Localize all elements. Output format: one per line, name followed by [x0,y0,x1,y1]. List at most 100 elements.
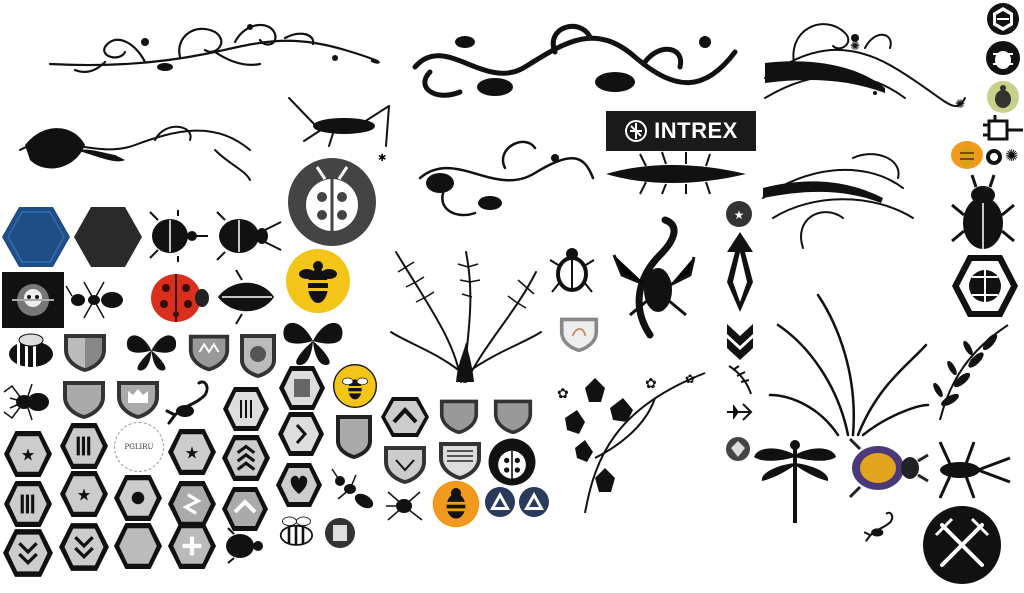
hexagon-badge-icon [220,486,270,532]
intrex-text: INTREX [654,118,738,143]
hexagon-badge-icon [222,386,270,432]
intrex-logo-icon [625,120,648,142]
beetle-icon [218,527,268,564]
cicada-icon [212,268,280,326]
star-badge-icon: ★ [725,200,753,228]
hexagon-badge-icon: ★ [58,470,110,518]
hexagon-badge-icon [58,422,110,470]
hexagon-badge-icon [2,480,54,528]
beetle-badge-icon [985,80,1021,114]
grasshopper-icon [284,96,394,156]
svg-text:★: ★ [77,485,92,504]
grass-ornament-icon [768,285,930,437]
skull-badge-icon [2,272,64,328]
beetle-icon [950,174,1016,253]
swirl-ornament-icon [415,128,595,223]
arrow-icon [725,400,753,424]
scorpion-icon [855,508,913,542]
swirl-ornament-icon [45,12,380,87]
hexagon-badge-icon [278,365,326,411]
bee-badge-icon [333,364,377,408]
swirl-ornament-icon [405,12,745,107]
sparkle-icon: ✺ [1005,146,1019,165]
shield-badge-icon [332,411,376,461]
hexagon-badge-icon [324,515,356,551]
badge-icon [518,486,550,518]
swirl-ornament-icon [15,110,255,185]
svg-text:★: ★ [734,208,745,222]
circle-target-icon [985,148,1003,166]
svg-text:★: ★ [185,443,200,462]
hexagon-badge-icon [74,207,142,267]
dragonfly-icon [752,435,838,525]
stag-beetle-icon [215,210,283,262]
hexagon-badge-icon [950,253,1020,319]
hexagon-badge-icon [276,411,326,457]
chevron-icon [380,396,430,438]
svg-text:★: ★ [21,445,36,464]
beetle-badge-icon [985,40,1021,76]
bee-icon [272,508,320,553]
swirl-ornament-icon [762,148,933,263]
shield-badge-icon [488,396,538,436]
bee-badge-icon [285,248,351,314]
wasp-icon [326,465,378,513]
chevron-icon [2,528,54,578]
badge-icon [484,486,516,518]
shield-badge-icon [112,377,164,421]
ant-icon [65,276,126,324]
chevron-icon [58,522,110,572]
bee-badge-icon [948,137,986,171]
shield-badge-icon [380,442,430,486]
ladybug-badge-icon [287,157,377,247]
circuit-icon [983,115,1023,145]
beetle-icon [549,242,595,298]
gem-badge-icon [725,436,751,462]
fern-icon [386,242,544,387]
hexagon-badge-icon [274,462,324,508]
shield-badge-icon [236,330,280,380]
shield-badge-icon [554,314,604,354]
hexagon-badge-icon [2,207,70,267]
scarab-icon [840,437,930,499]
butterfly-icon [280,315,346,367]
ladybug-badge-icon [488,438,536,486]
svg-text:✺: ✺ [955,97,965,111]
spider-icon [2,378,57,426]
scorpion-icon [610,215,698,340]
hexagon-badge-icon [220,434,272,482]
svg-text:✿: ✿ [685,372,695,386]
svg-text:✿: ✿ [645,376,657,392]
stamp-icon: PGLIRU [114,422,164,472]
intrex-banner: INTREX [606,111,756,151]
shield-badge-icon [434,438,486,482]
stamp-text: PGLIRU [124,443,154,451]
ornament-icon [725,232,755,312]
shield-badge-icon [185,330,233,374]
hexagon-badge-icon: ★ [166,428,218,476]
ladybug-icon [146,268,210,326]
hexagon-badge-icon [166,522,218,570]
svg-text:✺: ✺ [850,39,860,53]
chevron-icon [725,322,755,362]
butterfly-icon [124,328,179,373]
spider-icon [378,488,426,524]
shield-badge-icon [60,330,110,374]
hexagon-badge-icon [166,480,218,528]
scorpion-icon [165,375,225,425]
hexagon-badge-icon [112,474,164,522]
hexagon-badge-icon [112,522,164,570]
feather-icon [725,362,755,397]
holly-vine-icon: ✿ ✿ ✿ [555,358,715,518]
hexagon-badge-icon: ★ [2,430,54,478]
centipede-icon [606,151,756,195]
svg-text:✿: ✿ [557,386,569,402]
insect-icon [930,438,1012,502]
vine-leaves-icon [930,320,1012,425]
hexagon-badge-icon [985,2,1021,36]
bee-icon [3,330,58,375]
shield-badge-icon [58,377,110,421]
shield-badge-icon [434,396,484,436]
swirl-ornament-icon: ✺ ✺ [764,8,975,128]
bee-badge-icon [432,480,480,528]
